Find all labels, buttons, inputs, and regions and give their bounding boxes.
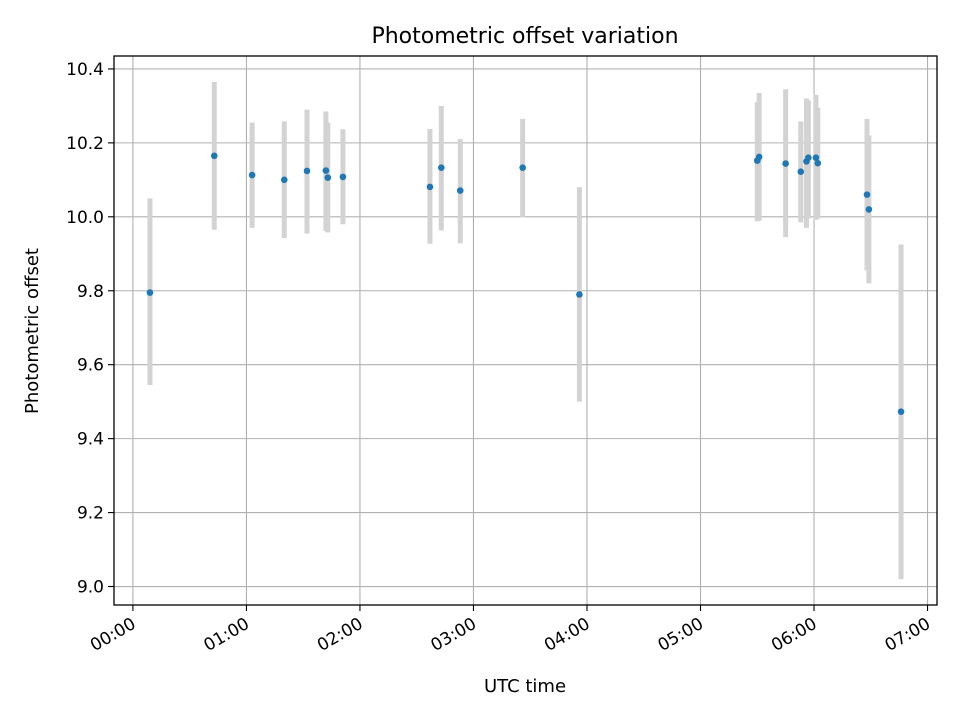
data-point	[863, 191, 871, 198]
y-tick-label: 10.2	[66, 134, 104, 154]
data-point	[438, 164, 445, 171]
data-point	[248, 171, 256, 179]
data-point	[865, 206, 873, 213]
y-tick-label: 9.6	[77, 356, 104, 376]
data-point	[576, 291, 583, 298]
data-point	[210, 152, 218, 160]
data-point	[456, 187, 464, 194]
data-point	[324, 174, 332, 181]
y-axis-label: Photometric offset	[22, 248, 43, 414]
y-tick-label: 9.2	[77, 504, 104, 524]
data-point	[897, 408, 905, 415]
y-tick-label: 10.4	[66, 60, 104, 80]
y-tick-label: 9.0	[77, 578, 104, 598]
plot-frame	[113, 55, 938, 606]
y-axis-ticks: 9.0 9.2 9.4 9.6 9.8 10.0 10.2 10.4	[66, 60, 114, 598]
data-point	[339, 173, 347, 181]
data-point	[814, 159, 822, 167]
data-point	[280, 176, 288, 184]
data-points	[146, 152, 905, 415]
data-point	[303, 167, 311, 175]
data-point	[812, 154, 820, 161]
data-point	[519, 164, 526, 171]
data-point	[782, 160, 789, 167]
data-point	[805, 154, 812, 161]
y-tick-label: 9.8	[77, 282, 104, 302]
grid-lines	[114, 56, 937, 605]
y-tick-label: 9.4	[77, 430, 104, 450]
data-point	[322, 167, 330, 174]
data-point	[426, 183, 434, 191]
data-point	[755, 153, 763, 161]
data-point	[146, 289, 154, 296]
y-tick-label: 10.0	[66, 208, 104, 228]
x-axis-label: UTC time	[484, 676, 566, 697]
chart-title: Photometric offset variation	[371, 24, 678, 49]
data-point	[797, 168, 805, 176]
